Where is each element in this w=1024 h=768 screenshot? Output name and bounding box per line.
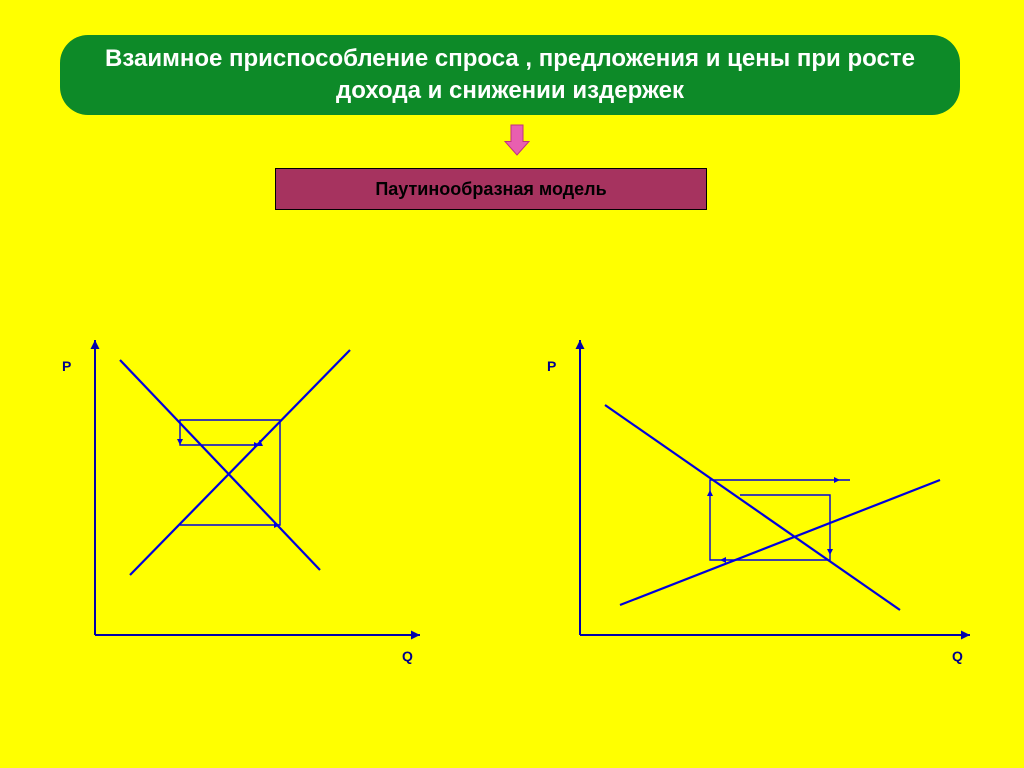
slide: Взаимное приспособление спроса , предлож… <box>0 0 1024 768</box>
diagram-svg <box>0 0 1024 768</box>
